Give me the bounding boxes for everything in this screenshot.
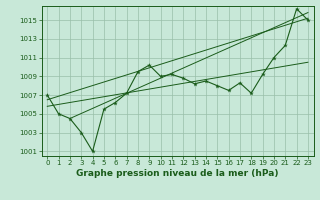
X-axis label: Graphe pression niveau de la mer (hPa): Graphe pression niveau de la mer (hPa) (76, 169, 279, 178)
